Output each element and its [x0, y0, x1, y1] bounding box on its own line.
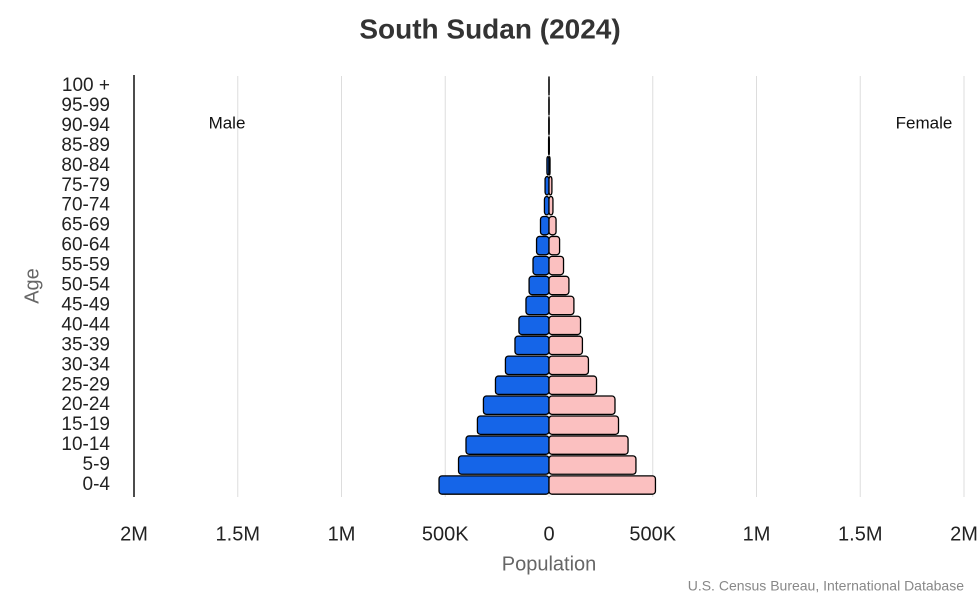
bar: [548, 295, 575, 316]
bar: [548, 355, 590, 376]
bar: [548, 335, 584, 356]
y-tick-label: 55-59: [61, 255, 110, 276]
x-tick-label: 500K: [422, 523, 469, 545]
y-tick-label: 45-49: [61, 294, 110, 315]
y-tick-label: 50-54: [61, 275, 110, 296]
bar: [548, 375, 598, 396]
bars: [438, 76, 657, 495]
x-tick-label: 1.5M: [838, 523, 882, 545]
y-tick-label: 100 +: [62, 75, 110, 96]
bar: [548, 255, 565, 276]
bar: [548, 215, 557, 236]
bar: [548, 435, 629, 455]
bar: [528, 275, 550, 296]
bar: [504, 355, 550, 376]
y-tick-label: 10-14: [61, 434, 110, 455]
legend-label: Female: [896, 113, 953, 132]
x-axis-label: Population: [502, 553, 597, 575]
bar: [438, 475, 550, 495]
legend-label: Male: [209, 113, 246, 132]
bar: [548, 315, 582, 336]
x-tick-label: 1M: [328, 523, 356, 545]
y-tick-label: 20-24: [61, 394, 110, 415]
bar: [514, 335, 550, 356]
bar: [548, 395, 616, 416]
y-tick-label: 90-94: [61, 115, 110, 136]
y-tick-label: 85-89: [61, 135, 110, 156]
bar: [548, 415, 620, 435]
x-tick-label: 500K: [629, 523, 676, 545]
y-tick-label: 35-39: [61, 334, 110, 355]
chart-title: South Sudan (2024): [359, 13, 620, 44]
y-tick-label: 95-99: [61, 95, 110, 116]
y-tick-label: 70-74: [61, 195, 110, 216]
bar: [476, 415, 550, 435]
x-tick-label: 1.5M: [216, 523, 260, 545]
bar: [518, 315, 550, 336]
bar: [548, 475, 657, 495]
bar: [539, 215, 550, 236]
y-tick-label: 40-44: [61, 314, 110, 335]
x-tick-label: 2M: [950, 523, 978, 545]
y-tick-label: 15-19: [61, 414, 110, 435]
source: U.S. Census Bureau, International Databa…: [688, 578, 964, 594]
bar: [548, 195, 554, 216]
y-tick-label: 25-29: [61, 374, 110, 395]
bar: [465, 435, 550, 455]
y-tick-label: 65-69: [61, 215, 110, 236]
bar: [548, 155, 551, 176]
y-tick-label: 60-64: [61, 235, 110, 256]
bar: [548, 455, 637, 475]
bar: [532, 255, 550, 276]
y-axis-label: Age: [21, 268, 43, 304]
bar: [543, 195, 550, 216]
bar: [482, 395, 550, 416]
bar: [457, 455, 550, 475]
y-tick-label: 75-79: [61, 175, 110, 196]
y-tick-label: 30-34: [61, 354, 110, 375]
bar: [548, 275, 570, 296]
x-tick-label: 2M: [120, 523, 148, 545]
bar: [535, 235, 550, 256]
y-tick-label: 0-4: [83, 474, 111, 495]
x-tick-label: 0: [543, 523, 554, 545]
bar: [548, 235, 561, 256]
y-tick-label: 5-9: [83, 454, 110, 475]
y-tick-label: 80-84: [61, 155, 110, 176]
x-tick-label: 1M: [743, 523, 771, 545]
bar: [494, 375, 550, 396]
bar: [525, 295, 550, 316]
bar: [548, 175, 553, 196]
